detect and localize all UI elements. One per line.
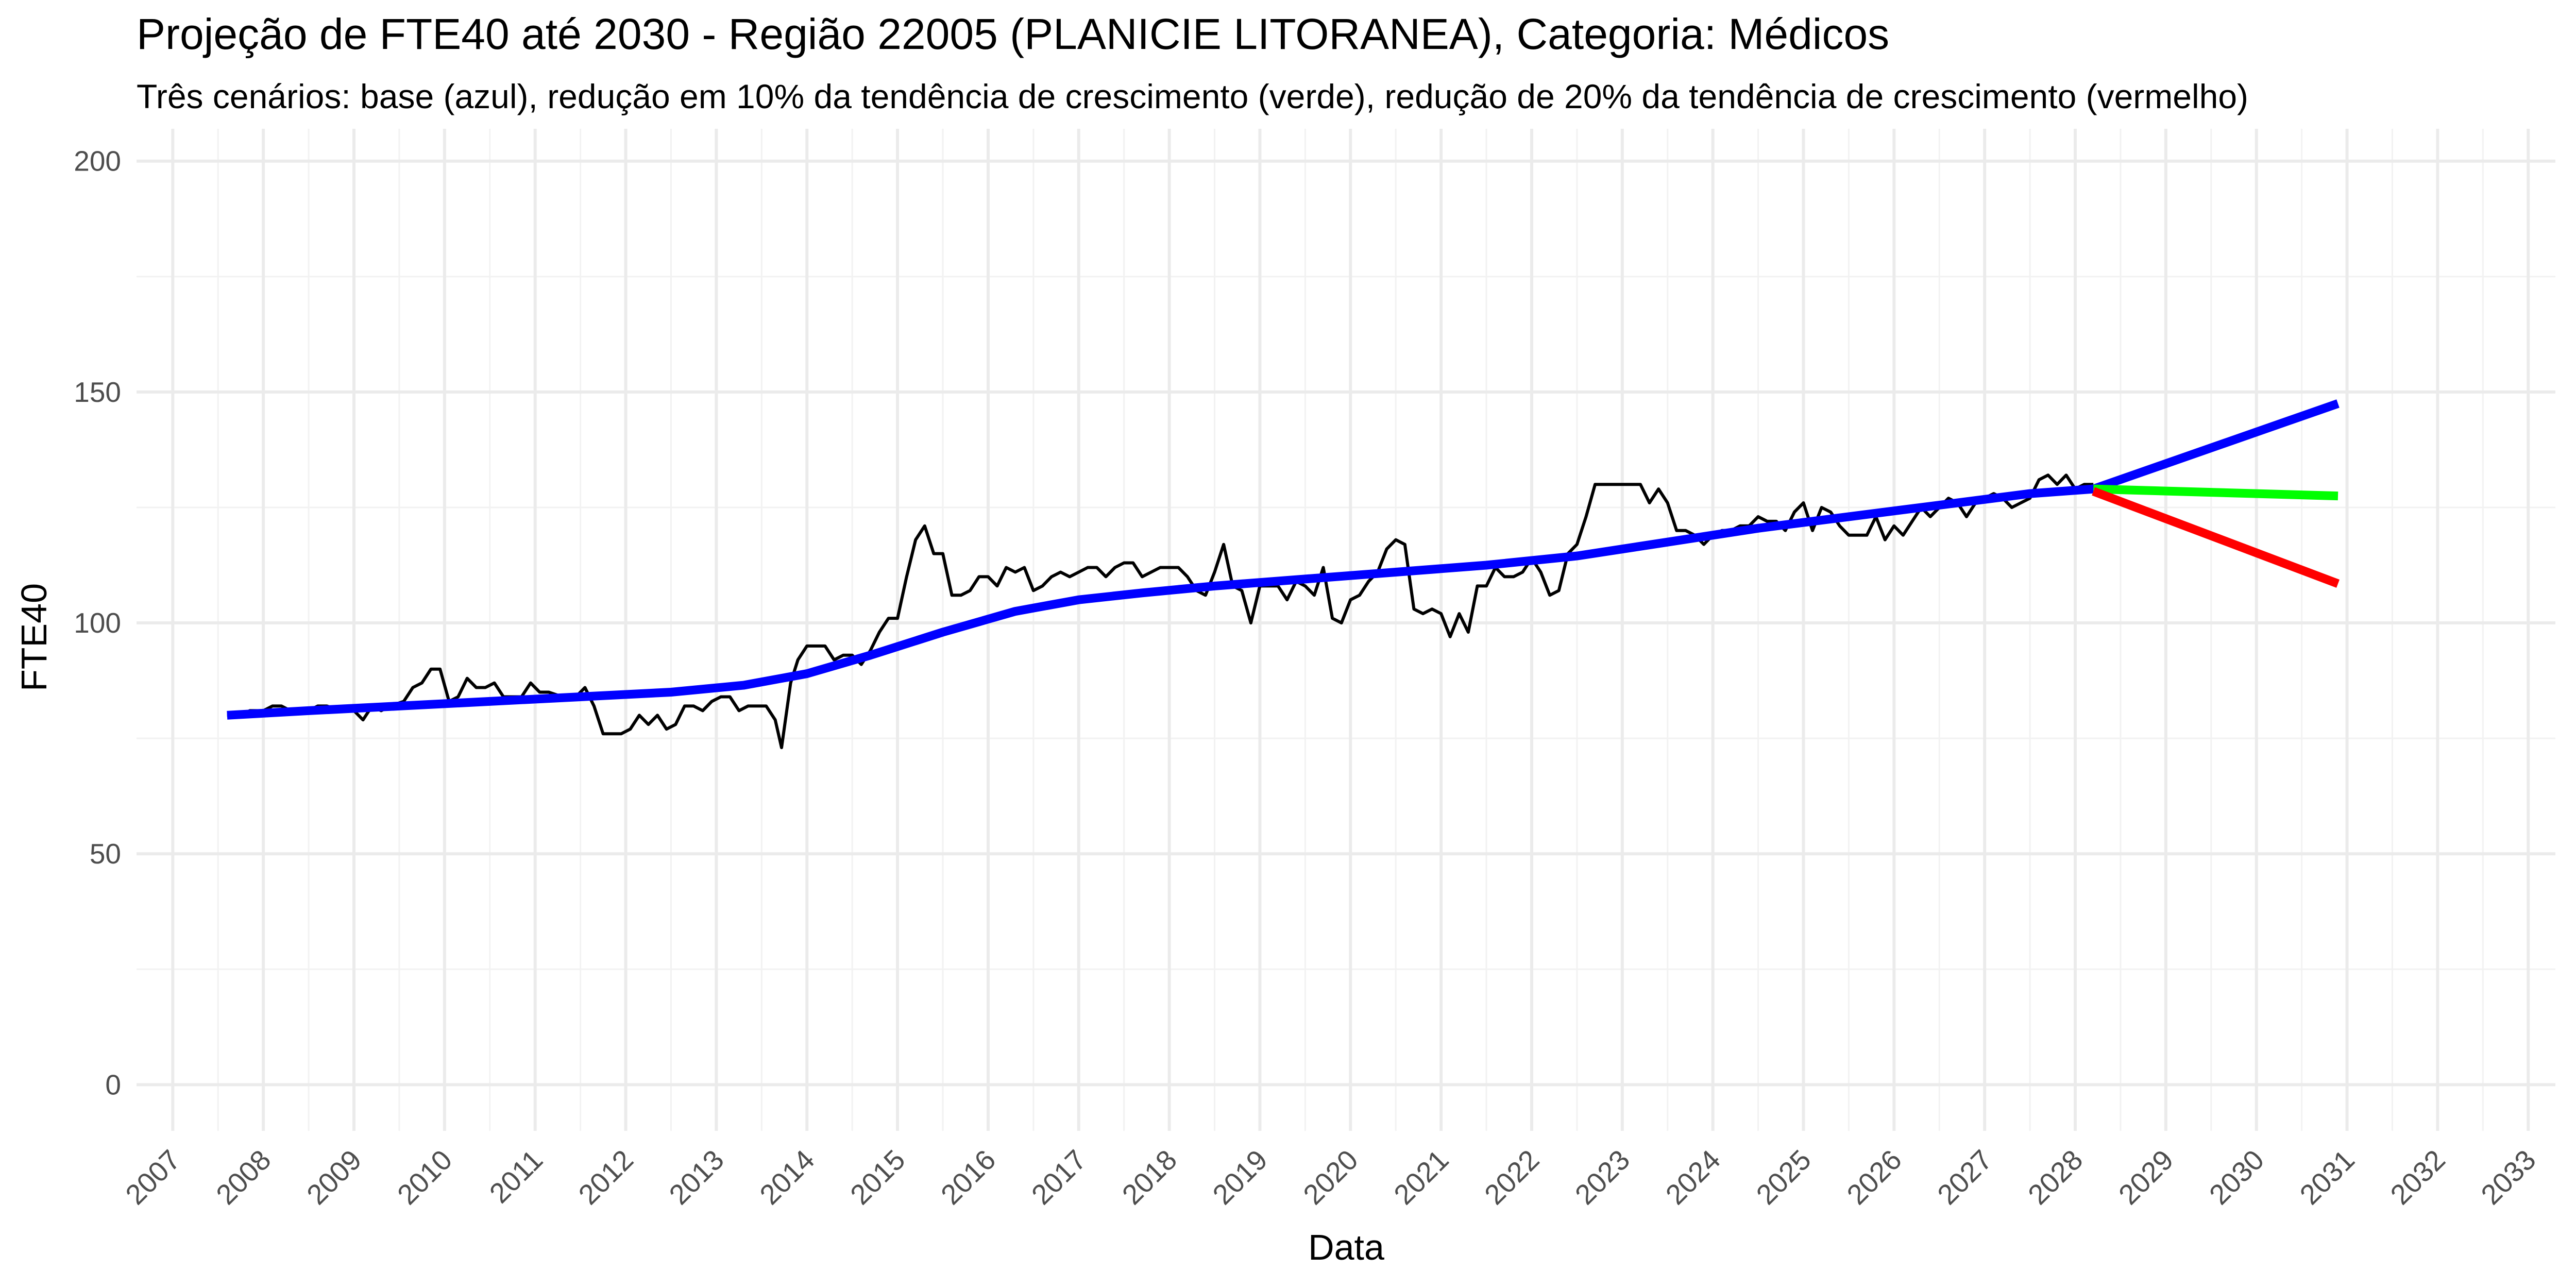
y-tick-label: 150: [74, 376, 121, 408]
x-tick-label: 2033: [2475, 1144, 2541, 1211]
x-tick-label: 2022: [1478, 1144, 1545, 1211]
x-tick-label: 2023: [1569, 1144, 1636, 1211]
chart-subtitle: Três cenários: base (azul), redução em 1…: [137, 77, 2248, 115]
y-tick-label: 100: [74, 607, 121, 639]
y-axis-title: FTE40: [14, 583, 54, 691]
x-tick-label: 2017: [1025, 1144, 1092, 1211]
series-layer: [227, 399, 2340, 750]
x-tick-labels: 2007 2008 2009 2010 2011 2012 2013 2014 2015 2016…: [119, 1144, 2541, 1211]
x-tick-label: 2026: [1840, 1144, 1907, 1211]
x-tick-label: 2029: [2112, 1144, 2179, 1211]
series-line-3: [2093, 484, 2338, 501]
x-tick-label: 2031: [2294, 1144, 2361, 1211]
x-tick-label: 2020: [1297, 1144, 1364, 1211]
x-tick-label: 2016: [935, 1144, 1002, 1211]
x-tick-label: 2015: [844, 1144, 911, 1211]
x-tick-label: 2019: [1207, 1144, 1274, 1211]
x-tick-label: 2025: [1750, 1144, 1817, 1211]
y-tick-label: 200: [74, 145, 121, 177]
x-tick-label: 2030: [2203, 1144, 2270, 1211]
x-tick-label: 2028: [2022, 1144, 2089, 1211]
x-tick-label: 2009: [300, 1144, 367, 1211]
x-tick-label: 2021: [1387, 1144, 1454, 1211]
x-tick-label: 2013: [663, 1144, 730, 1211]
x-tick-label: 2032: [2384, 1144, 2451, 1211]
x-tick-label: 2012: [572, 1144, 639, 1211]
x-tick-label: 2024: [1659, 1144, 1726, 1211]
x-tick-label: 2011: [483, 1144, 549, 1209]
y-tick-label: 0: [105, 1069, 121, 1100]
y-tick-labels: 0 50 100 150 200: [74, 145, 121, 1101]
series-line-1: [227, 484, 2094, 720]
series-line-0: [227, 473, 2094, 750]
chart-title: Projeção de FTE40 até 2030 - Região 2200…: [137, 10, 1889, 58]
grid: [137, 129, 2555, 1131]
series-line-4: [2092, 487, 2340, 588]
x-tick-label: 2018: [1116, 1144, 1183, 1211]
x-tick-label: 2014: [753, 1144, 820, 1211]
x-tick-label: 2010: [391, 1144, 458, 1211]
x-tick-label: 2027: [1931, 1144, 1998, 1211]
series-line-2: [2092, 399, 2340, 494]
y-tick-label: 50: [90, 838, 121, 870]
x-axis-title: Data: [1308, 1227, 1384, 1267]
x-tick-label: 2008: [210, 1144, 277, 1211]
x-tick-label: 2007: [119, 1144, 186, 1211]
